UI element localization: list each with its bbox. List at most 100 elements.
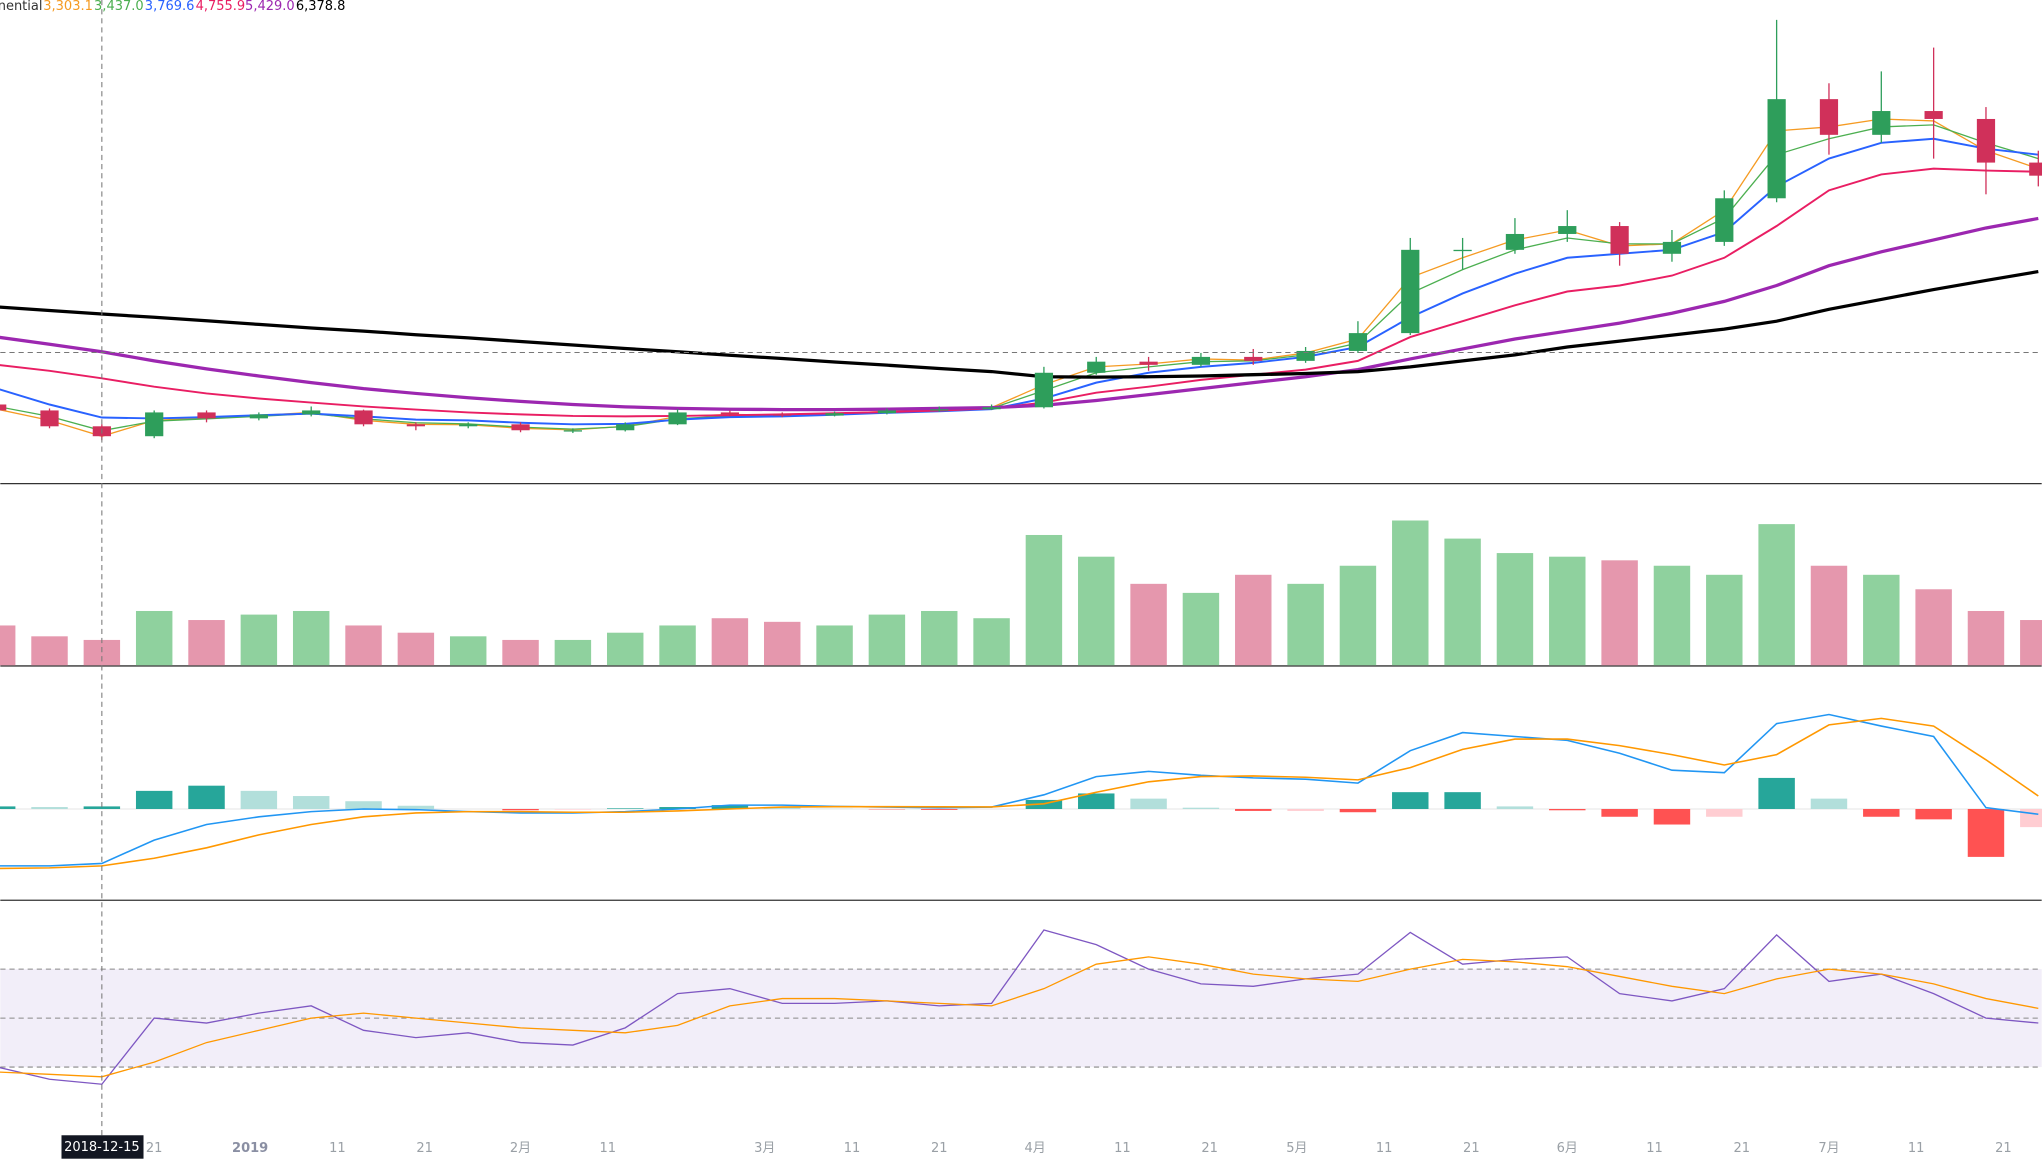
candle-body <box>668 412 687 425</box>
macd-histogram-bar <box>31 807 68 809</box>
rsi-line <box>0 956 2039 1078</box>
macd-histogram-bar <box>135 790 173 809</box>
volume-bar <box>240 614 278 666</box>
candle-body <box>1191 356 1211 365</box>
volume-bar <box>1496 553 1534 666</box>
macd-histogram-bar <box>1653 808 1691 825</box>
volume-bar <box>1025 534 1063 666</box>
macd-histogram-bar <box>1235 808 1272 811</box>
volume-bar <box>1863 574 1900 666</box>
candle-body <box>1924 111 1943 119</box>
volume-bar <box>764 621 801 666</box>
macd-histogram-bar <box>711 805 749 809</box>
volume-bar <box>1235 574 1272 666</box>
volume-bar <box>83 639 121 666</box>
macd-histogram-bar <box>921 808 958 810</box>
x-tick-label: 2月 <box>510 1141 531 1156</box>
candle-body <box>1139 361 1158 365</box>
macd-line <box>0 713 2039 867</box>
candle-body <box>1348 333 1368 351</box>
volume-bar <box>973 618 1010 666</box>
candle-body <box>982 407 1001 410</box>
macd-histogram-bar <box>292 796 330 809</box>
volume-bar <box>502 639 539 666</box>
volume-bar <box>188 620 225 666</box>
macd-line <box>0 717 2039 870</box>
candle-body <box>1610 226 1629 254</box>
macd-histogram-bar <box>1496 806 1534 809</box>
candle-body <box>1558 226 1577 234</box>
x-tick-label: 7月 <box>1818 1141 1839 1156</box>
candle-body <box>773 414 792 416</box>
candle-body <box>1715 198 1734 242</box>
macd-histogram-bar <box>1967 808 2005 857</box>
volume-bar <box>1810 565 1848 666</box>
candle-body <box>145 412 164 437</box>
volume-bar <box>1130 583 1167 666</box>
candle-body <box>877 410 897 414</box>
moving-average-line <box>0 216 2039 412</box>
legend-label: nential <box>0 0 42 14</box>
volume-bar <box>345 625 382 666</box>
volume-bar <box>921 610 958 666</box>
candle-body <box>0 404 7 411</box>
candle-body <box>1819 99 1839 135</box>
moving-average-line <box>0 124 2039 432</box>
macd-histogram-bar <box>764 807 801 809</box>
volume-bar <box>1601 560 1638 666</box>
x-tick-label: 11 <box>844 1141 861 1156</box>
macd-histogram-bar <box>606 808 644 809</box>
legend-value: 5,429.0 <box>245 0 295 14</box>
macd-histogram-bar <box>1810 798 1848 809</box>
volume-bar <box>1653 565 1691 666</box>
x-tick-label: 21 <box>1463 1141 1480 1156</box>
candle-body <box>40 410 59 427</box>
macd-histogram-bar <box>1601 808 1638 817</box>
volume-bar <box>1392 520 1429 666</box>
candle-body <box>930 409 949 411</box>
volume-bar <box>868 614 906 666</box>
candle-body <box>1034 372 1054 408</box>
legend-value: 3,769.6 <box>145 0 195 14</box>
candle-body <box>825 413 844 416</box>
moving-average-line <box>0 269 2039 379</box>
candle-body <box>1662 241 1682 254</box>
candle-body <box>459 424 478 427</box>
crosshair-date-label: 2018-12-15 <box>64 1140 140 1155</box>
x-tick-label: 3月 <box>754 1141 775 1156</box>
volume-bar <box>397 632 435 666</box>
candle-body <box>616 424 635 431</box>
macd-histogram-bar <box>1078 793 1115 809</box>
candle-body <box>720 412 740 415</box>
moving-average-line <box>0 137 2039 426</box>
x-tick-label: 21 <box>146 1141 163 1156</box>
candle-body <box>2029 162 2042 176</box>
volume-bar <box>1758 524 1795 666</box>
macd-histogram-bar <box>1863 808 1900 817</box>
macd-histogram-bar <box>397 805 435 809</box>
macd-histogram-bar <box>554 808 592 810</box>
volume-bar <box>659 625 696 666</box>
macd-histogram-bar <box>659 807 696 809</box>
candle-body <box>249 414 268 419</box>
macd-histogram-bar <box>1287 808 1324 811</box>
candle-body <box>563 430 582 432</box>
macd-histogram-bar <box>1182 807 1220 809</box>
candle-body <box>1087 361 1106 373</box>
candle-body <box>511 424 530 431</box>
volume-bar <box>1706 574 1743 666</box>
volume-bar <box>606 632 644 666</box>
candle-body <box>1872 111 1891 135</box>
x-tick-label: 11 <box>600 1141 617 1156</box>
macd-histogram-bar <box>0 806 16 809</box>
volume-bar <box>1339 565 1377 666</box>
x-tick-label: 21 <box>416 1141 433 1156</box>
volume-bar <box>1967 610 2005 666</box>
x-tick-label: 11 <box>1908 1141 1925 1156</box>
x-tick-label: 4月 <box>1025 1141 1046 1156</box>
x-tick-label: 11 <box>329 1141 346 1156</box>
x-tick-label: 6月 <box>1557 1141 1578 1156</box>
candle-body <box>1244 356 1263 361</box>
